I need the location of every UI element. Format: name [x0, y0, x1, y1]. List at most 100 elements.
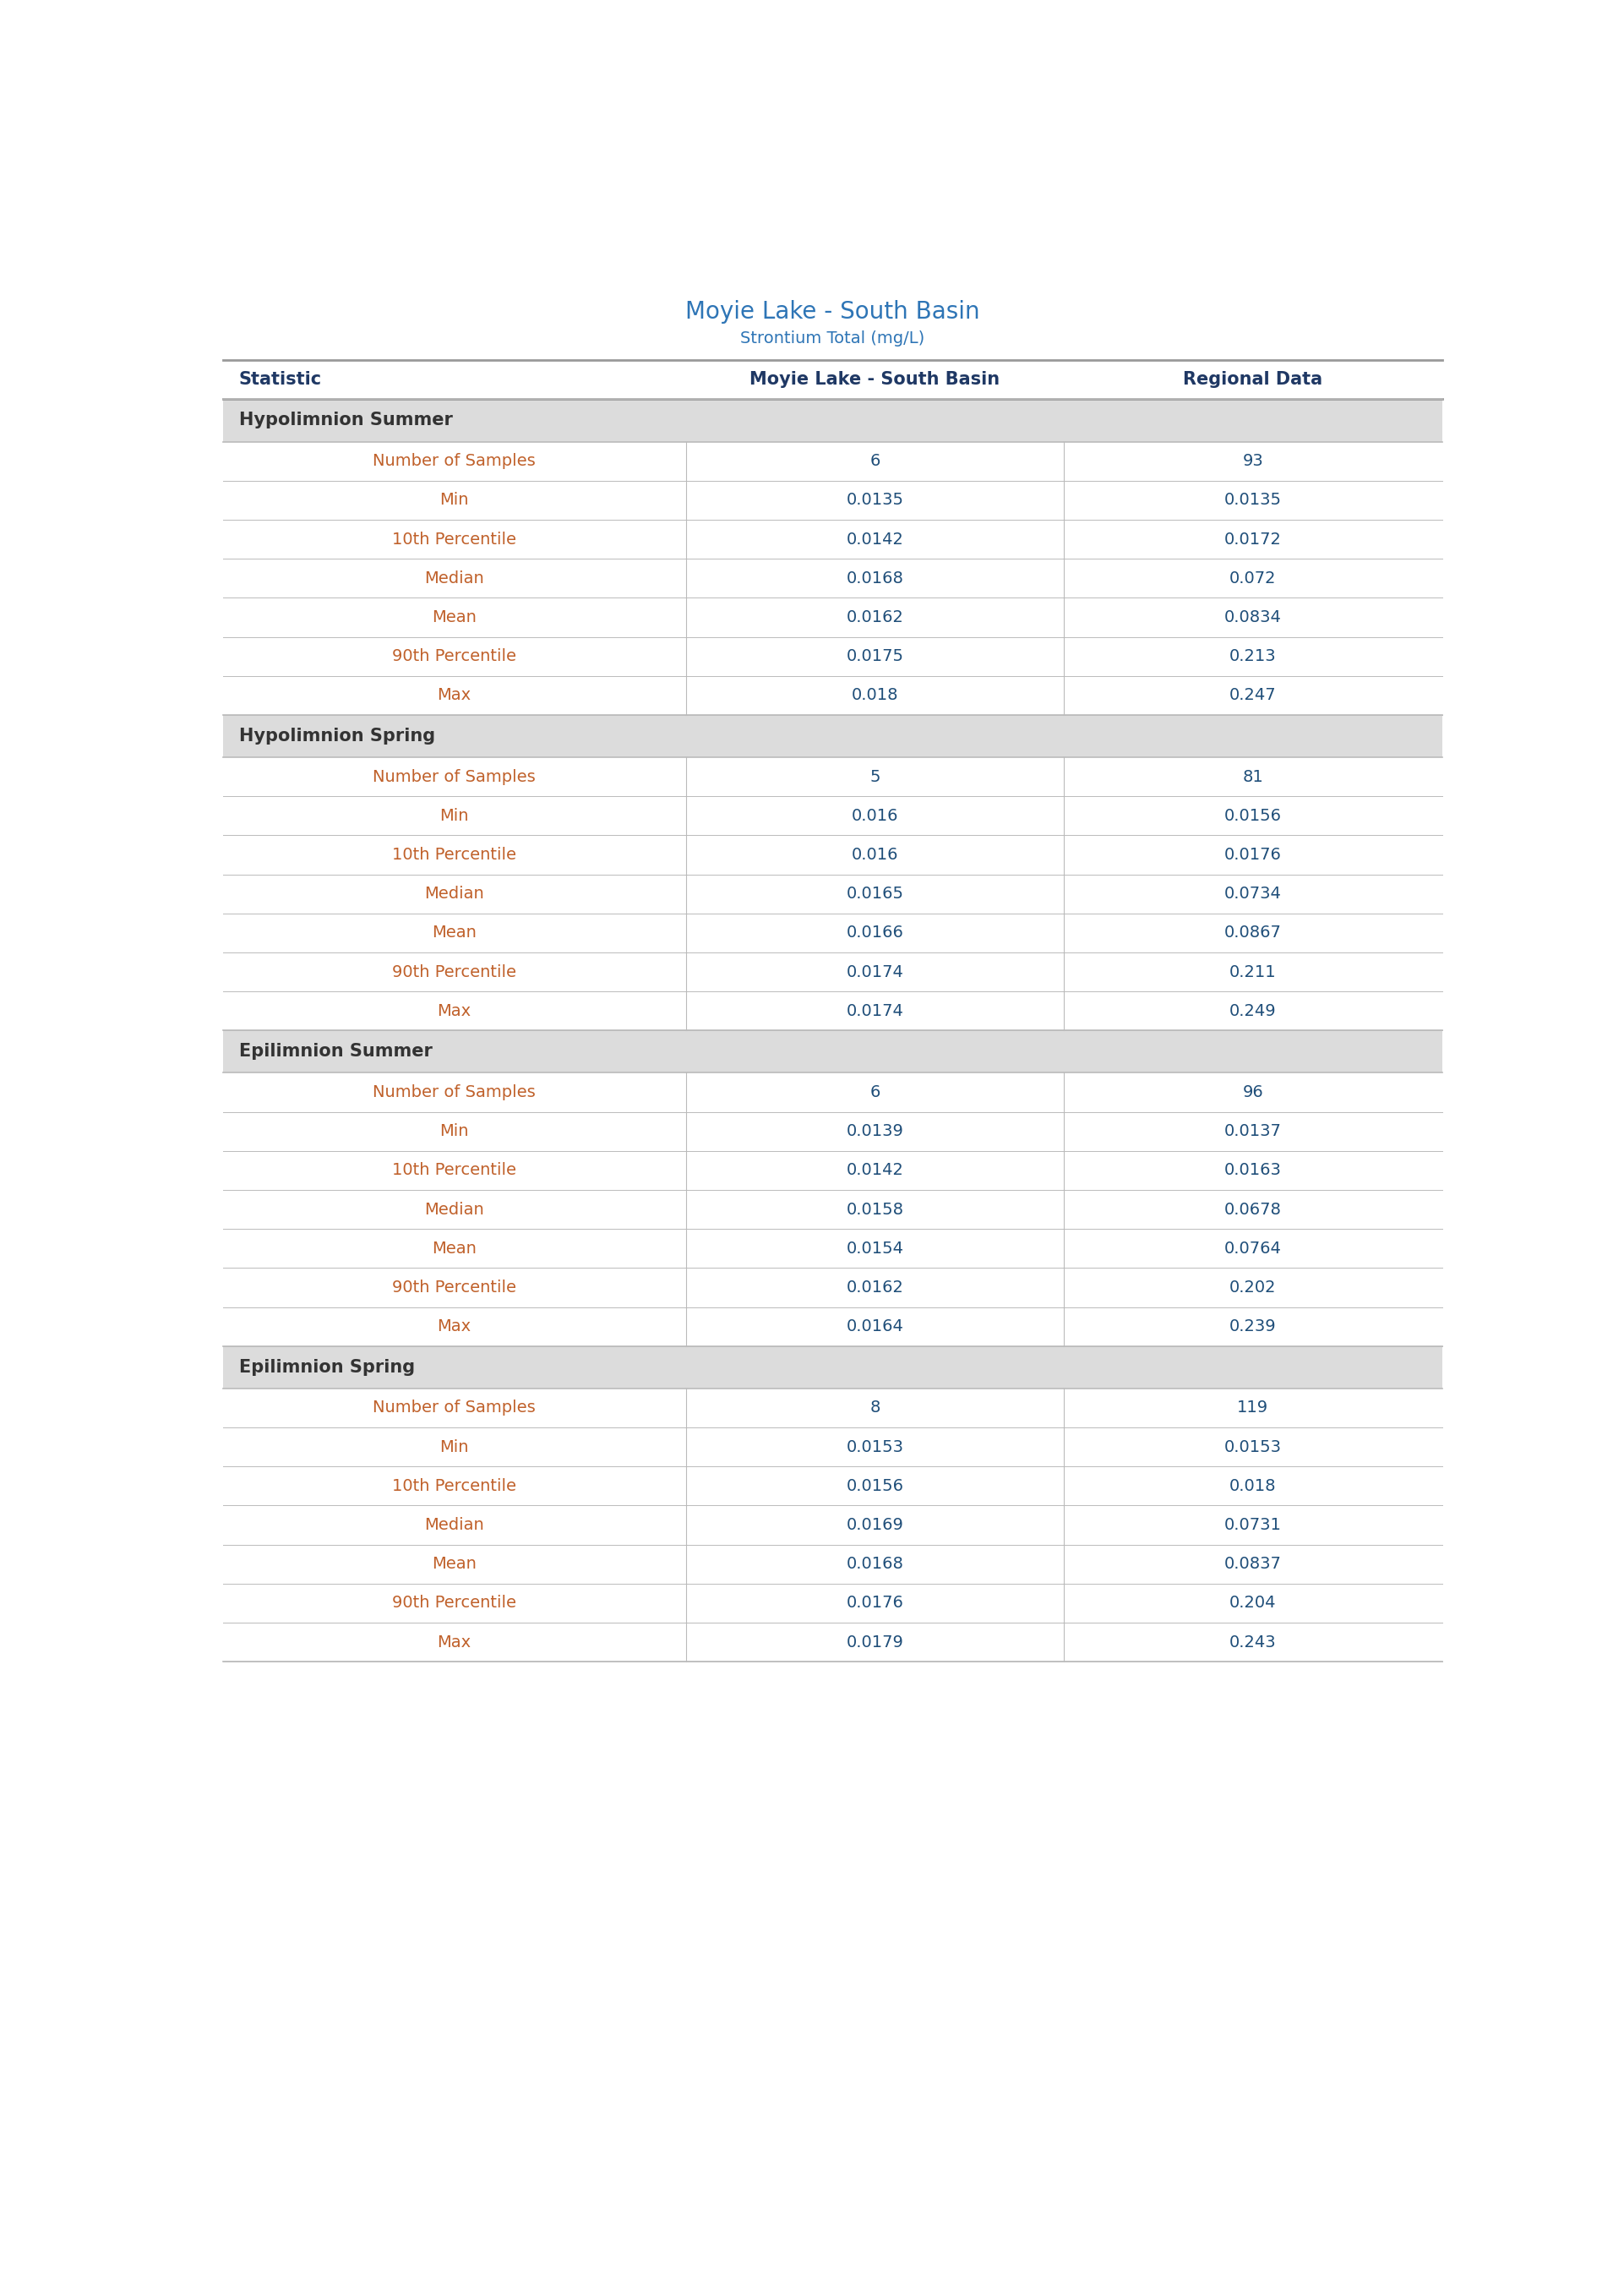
Text: 0.018: 0.018 — [851, 688, 898, 704]
Bar — [222, 913, 1442, 953]
Text: 0.0153: 0.0153 — [1224, 1439, 1281, 1455]
Text: 0.204: 0.204 — [1229, 1596, 1276, 1612]
Text: 0.0166: 0.0166 — [846, 924, 903, 942]
Bar — [222, 597, 1442, 638]
Text: 10th Percentile: 10th Percentile — [393, 1162, 516, 1178]
Text: 0.0179: 0.0179 — [846, 1634, 903, 1650]
Text: Mean: Mean — [432, 608, 477, 624]
Text: Hypolimnion Summer: Hypolimnion Summer — [239, 411, 453, 429]
Text: Number of Samples: Number of Samples — [374, 1085, 536, 1101]
Bar — [222, 992, 1442, 1031]
Text: 0.0163: 0.0163 — [1224, 1162, 1281, 1178]
Text: 8: 8 — [870, 1401, 880, 1416]
Text: 0.0153: 0.0153 — [846, 1439, 903, 1455]
Bar — [222, 797, 1442, 835]
Text: Median: Median — [424, 1201, 484, 1217]
Bar — [222, 558, 1442, 597]
Text: 0.243: 0.243 — [1229, 1634, 1276, 1650]
Text: 5: 5 — [870, 770, 880, 785]
Text: 0.0154: 0.0154 — [846, 1239, 903, 1258]
Text: 0.247: 0.247 — [1229, 688, 1276, 704]
Text: 90th Percentile: 90th Percentile — [393, 965, 516, 981]
Text: 0.0678: 0.0678 — [1224, 1201, 1281, 1217]
Text: 6: 6 — [870, 1085, 880, 1101]
Text: Regional Data: Regional Data — [1184, 372, 1322, 388]
Text: 0.0156: 0.0156 — [846, 1478, 903, 1494]
Text: 6: 6 — [870, 454, 880, 470]
Text: Moyie Lake - South Basin: Moyie Lake - South Basin — [685, 300, 979, 325]
Text: 0.0142: 0.0142 — [846, 1162, 903, 1178]
Text: 0.0142: 0.0142 — [846, 531, 903, 547]
Text: 0.016: 0.016 — [851, 847, 898, 863]
Bar — [222, 953, 1442, 992]
Text: 90th Percentile: 90th Percentile — [393, 649, 516, 665]
Text: Max: Max — [437, 1634, 471, 1650]
Text: 0.213: 0.213 — [1229, 649, 1276, 665]
Text: Strontium Total (mg/L): Strontium Total (mg/L) — [741, 331, 924, 347]
Text: 0.0158: 0.0158 — [846, 1201, 903, 1217]
Text: 0.0156: 0.0156 — [1224, 808, 1281, 824]
Text: 0.0162: 0.0162 — [846, 1280, 903, 1296]
Text: Epilimnion Summer: Epilimnion Summer — [239, 1044, 432, 1060]
Text: Number of Samples: Number of Samples — [374, 454, 536, 470]
Text: 0.0168: 0.0168 — [846, 570, 903, 586]
Bar — [222, 1112, 1442, 1151]
Text: 0.0169: 0.0169 — [846, 1516, 903, 1532]
Text: 10th Percentile: 10th Percentile — [393, 531, 516, 547]
Text: 90th Percentile: 90th Percentile — [393, 1596, 516, 1612]
Text: Min: Min — [440, 808, 469, 824]
Text: 0.0139: 0.0139 — [846, 1124, 903, 1140]
Bar — [222, 758, 1442, 797]
Bar — [222, 1389, 1442, 1428]
Text: Hypolimnion Spring: Hypolimnion Spring — [239, 729, 435, 745]
Bar — [222, 1189, 1442, 1228]
Text: Statistic: Statistic — [239, 372, 322, 388]
Text: 0.0172: 0.0172 — [1224, 531, 1281, 547]
Text: 119: 119 — [1237, 1401, 1268, 1416]
Text: 0.0837: 0.0837 — [1224, 1557, 1281, 1573]
Bar — [222, 520, 1442, 558]
Bar — [222, 1544, 1442, 1584]
Text: Min: Min — [440, 1439, 469, 1455]
Text: Moyie Lake - South Basin: Moyie Lake - South Basin — [750, 372, 1000, 388]
Bar — [222, 481, 1442, 520]
Bar — [222, 874, 1442, 913]
Text: 0.249: 0.249 — [1229, 1003, 1276, 1019]
Text: Median: Median — [424, 885, 484, 901]
Bar — [222, 676, 1442, 715]
Bar — [222, 1074, 1442, 1112]
Text: Mean: Mean — [432, 1557, 477, 1573]
Text: 0.018: 0.018 — [1229, 1478, 1276, 1494]
Text: Max: Max — [437, 1003, 471, 1019]
Bar — [222, 1428, 1442, 1466]
Text: 0.0165: 0.0165 — [846, 885, 903, 901]
Text: 0.0164: 0.0164 — [846, 1319, 903, 1335]
Text: 0.072: 0.072 — [1229, 570, 1276, 586]
Text: 0.202: 0.202 — [1229, 1280, 1276, 1296]
Text: Mean: Mean — [432, 924, 477, 942]
Bar — [222, 715, 1442, 758]
Text: 0.0867: 0.0867 — [1224, 924, 1281, 942]
Text: 0.0135: 0.0135 — [846, 493, 903, 508]
Text: 0.0731: 0.0731 — [1224, 1516, 1281, 1532]
Text: 0.0834: 0.0834 — [1224, 608, 1281, 624]
Bar — [222, 1228, 1442, 1269]
Text: 10th Percentile: 10th Percentile — [393, 847, 516, 863]
Text: 0.0168: 0.0168 — [846, 1557, 903, 1573]
Text: Epilimnion Spring: Epilimnion Spring — [239, 1360, 414, 1376]
Text: 90th Percentile: 90th Percentile — [393, 1280, 516, 1296]
Bar — [222, 1269, 1442, 1308]
Text: 0.0174: 0.0174 — [846, 1003, 903, 1019]
Text: 0.0174: 0.0174 — [846, 965, 903, 981]
Bar — [222, 1623, 1442, 1662]
Bar — [222, 400, 1442, 443]
Text: 0.0176: 0.0176 — [1224, 847, 1281, 863]
Text: Number of Samples: Number of Samples — [374, 770, 536, 785]
Bar — [222, 443, 1442, 481]
Text: Number of Samples: Number of Samples — [374, 1401, 536, 1416]
Text: 93: 93 — [1242, 454, 1263, 470]
Text: 0.211: 0.211 — [1229, 965, 1276, 981]
Bar — [222, 1505, 1442, 1544]
Bar — [222, 1308, 1442, 1346]
Text: 0.016: 0.016 — [851, 808, 898, 824]
